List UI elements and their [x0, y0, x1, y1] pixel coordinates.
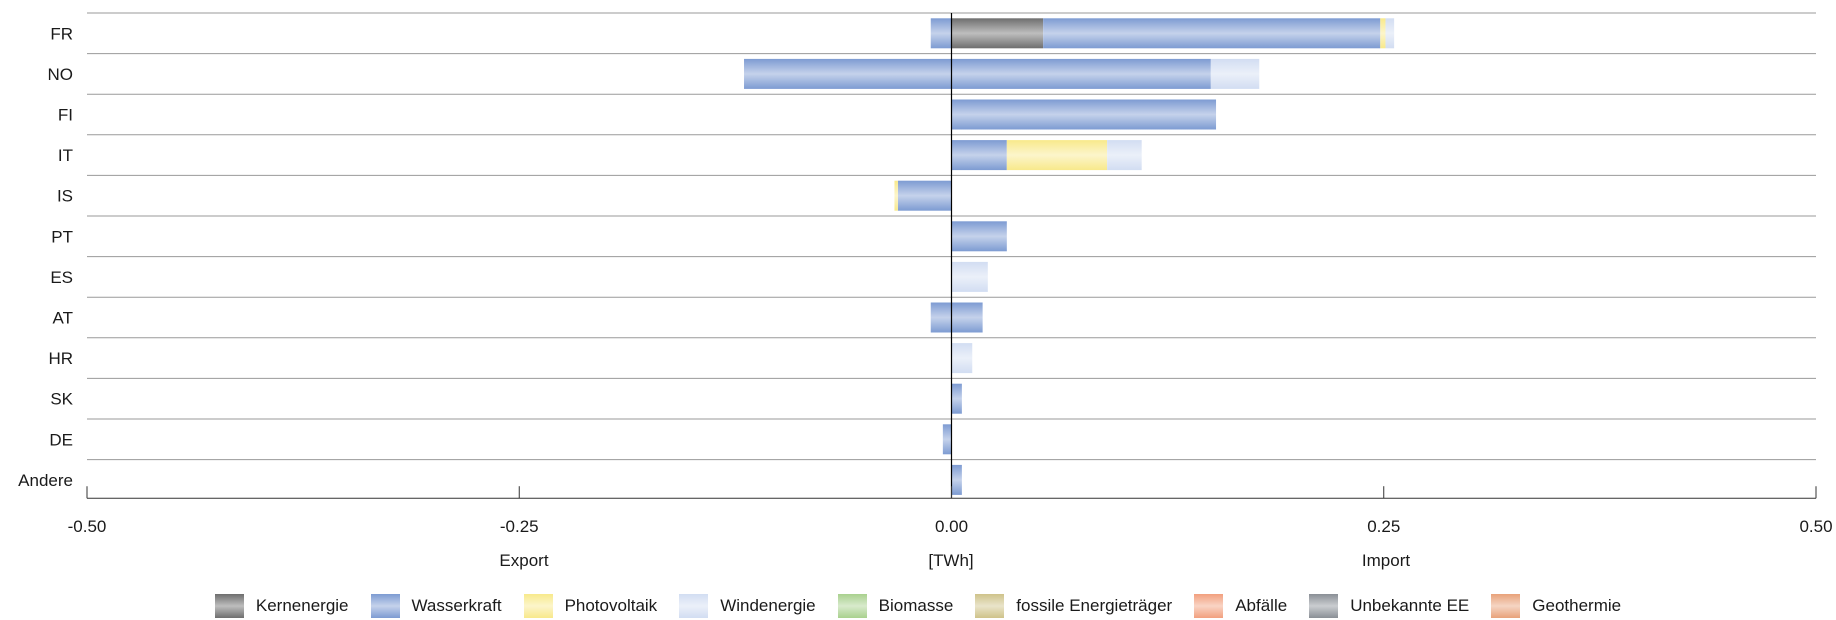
- legend-label: Wasserkraft: [411, 596, 502, 615]
- category-label-sk: SK: [50, 390, 73, 409]
- bar-no-wasserkraft: [744, 58, 952, 89]
- legend-label: Geothermie: [1532, 596, 1622, 615]
- category-label-hr: HR: [48, 349, 73, 368]
- legend-label: Biomasse: [878, 596, 954, 615]
- bar-it-photovoltaik: [1006, 140, 1108, 171]
- x-tick-label: 0.00: [935, 517, 968, 536]
- bar-fr-kernenergie: [951, 18, 1044, 49]
- legend-swatch: [679, 594, 709, 618]
- x-axis-label: [TWh]: [928, 551, 973, 570]
- legend-swatch: [1194, 594, 1224, 618]
- bar-it-windenergie: [1107, 140, 1142, 171]
- legend-swatch: [975, 594, 1005, 618]
- bar-sk-wasserkraft: [951, 383, 962, 414]
- bar-it-wasserkraft: [951, 140, 1007, 171]
- category-label-de: DE: [49, 430, 73, 449]
- bar-andere-wasserkraft: [951, 464, 962, 495]
- bar-at-wasserkraft: [951, 302, 983, 333]
- legend-item-unbekannte-ee: Unbekannte EE: [1309, 594, 1469, 618]
- legend-swatch: [523, 594, 553, 618]
- bar-no-wasserkraft: [951, 58, 1211, 89]
- x-axis: -0.50 -0.25 0.00 0.25 0.50: [68, 13, 1833, 536]
- category-label-pt: PT: [51, 227, 73, 246]
- bar-es-windenergie: [951, 261, 988, 292]
- legend-swatch: [1491, 594, 1521, 618]
- import-label: Import: [1362, 551, 1410, 570]
- bar-fi-wasserkraft: [951, 99, 1217, 130]
- x-tick-label: -0.25: [500, 517, 539, 536]
- legend-swatch: [370, 594, 400, 618]
- legend-item-geothermie: Geothermie: [1491, 594, 1621, 618]
- legend-label: fossile Energieträger: [1016, 596, 1173, 615]
- legend-item-photovoltaik: Photovoltaik: [523, 594, 658, 618]
- legend-label: Abfälle: [1235, 596, 1288, 615]
- bar-pt-wasserkraft: [951, 221, 1007, 252]
- bar-fr-wasserkraft: [1043, 18, 1381, 49]
- legend-item-abf-lle: Abfälle: [1194, 594, 1287, 618]
- legend: Kernenergie Wasserkraft Photovoltaik Winden…: [0, 592, 1836, 620]
- bar-fr-photovoltaik: [1380, 18, 1386, 49]
- legend-swatch: [1309, 594, 1339, 618]
- bar-at-wasserkraft: [930, 302, 952, 333]
- legend-label: Photovoltaik: [564, 596, 658, 615]
- category-label-es: ES: [50, 268, 73, 287]
- category-labels: FR NO FI IT IS PT ES AT HR SK DE Andere: [18, 24, 73, 490]
- legend-item-kernenergie: Kernenergie: [214, 594, 349, 618]
- bar-is-photovoltaik: [894, 180, 898, 211]
- legend-item-windenergie: Windenergie: [679, 594, 816, 618]
- bar-chart: FR NO FI IT IS PT ES AT HR SK DE Andere -0.50 -0.25 0…: [18, 12, 1833, 570]
- bar-de-wasserkraft: [942, 424, 952, 455]
- legend-label: Windenergie: [720, 596, 816, 615]
- legend-item-wasserkraft: Wasserkraft: [370, 594, 502, 618]
- legend-label: Kernenergie: [255, 596, 349, 615]
- bar-is-wasserkraft: [897, 180, 952, 211]
- legend-swatch: [214, 594, 244, 618]
- category-label-it: IT: [58, 146, 73, 165]
- legend-label: Unbekannte EE: [1350, 596, 1470, 615]
- bar-fr-wasserkraft: [930, 18, 952, 49]
- x-tick-label: 0.25: [1367, 517, 1400, 536]
- bar-series: [744, 18, 1395, 495]
- x-tick-label: 0.50: [1799, 517, 1832, 536]
- bar-hr-windenergie: [951, 343, 973, 374]
- category-label-at: AT: [53, 309, 73, 328]
- bar-fr-windenergie: [1385, 18, 1395, 49]
- category-label-fi: FI: [58, 106, 73, 125]
- legend-item-biomasse: Biomasse: [837, 594, 954, 618]
- category-label-andere: Andere: [18, 471, 73, 490]
- legend-swatch: [837, 594, 867, 618]
- category-label-is: IS: [57, 187, 73, 206]
- export-label: Export: [499, 551, 548, 570]
- category-label-no: NO: [48, 65, 74, 84]
- legend-item-fossile-energietr-ger: fossile Energieträger: [975, 594, 1172, 618]
- x-tick-label: -0.50: [68, 517, 107, 536]
- bar-no-windenergie: [1210, 58, 1260, 89]
- category-label-fr: FR: [50, 24, 73, 43]
